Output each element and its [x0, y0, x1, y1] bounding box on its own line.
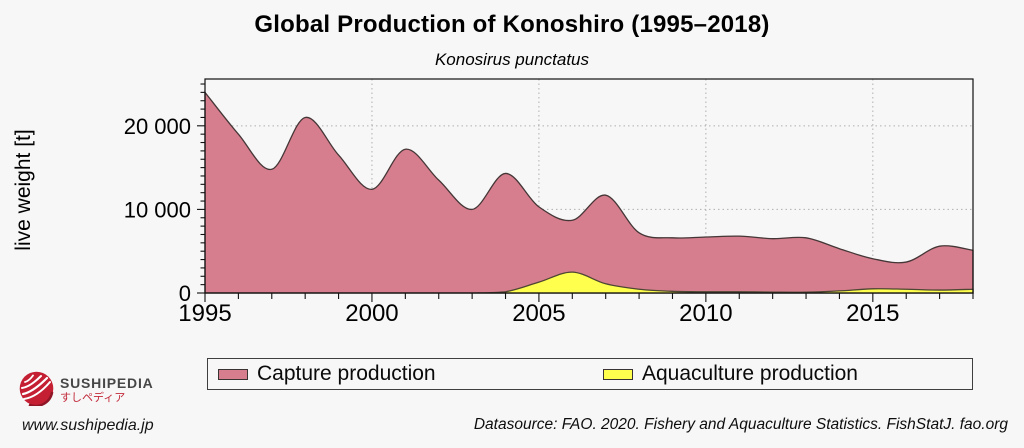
- website-link[interactable]: www.sushipedia.jp: [22, 417, 154, 434]
- x-tick-label: 2005: [512, 300, 565, 327]
- x-tick-label: 2015: [846, 300, 899, 327]
- capture-swatch: [218, 368, 248, 380]
- chart-title: Global Production of Konoshiro (1995–201…: [254, 11, 770, 38]
- y-tick-label: 0: [179, 281, 191, 306]
- chart-subtitle: Konosirus punctatus: [434, 50, 590, 69]
- x-tick-label: 2010: [679, 300, 732, 327]
- series-capture-production: [204, 90, 974, 294]
- y-axis-label: live weight [t]: [12, 129, 35, 250]
- legend-item-capture: Capture production: [218, 359, 436, 389]
- x-tick-label: 1995: [178, 300, 231, 327]
- plot-frame: [204, 78, 974, 294]
- axis-ticks: [197, 83, 974, 302]
- sushipedia-logo-icon: [19, 371, 54, 406]
- datasource-note: Datasource: FAO. 2020. Fishery and Aquac…: [473, 416, 1008, 433]
- y-tick-label: 10 000: [124, 197, 191, 222]
- legend-label-aquaculture: Aquaculture production: [642, 362, 858, 385]
- legend-label-capture: Capture production: [257, 362, 436, 385]
- brand-name-japanese: すしペディア: [60, 391, 126, 404]
- footer-brand: SUSHIPEDIA すしペディア: [60, 376, 154, 404]
- area-series: [204, 90, 974, 294]
- brand-name: SUSHIPEDIA: [60, 375, 154, 391]
- legend-item-aquaculture: Aquaculture production: [603, 359, 858, 389]
- aquaculture-swatch: [603, 368, 633, 380]
- axis-tick-labels: 1995 2000 2005 2010 2015 0 10 000 20 000: [124, 114, 900, 327]
- x-tick-label: 2000: [345, 300, 398, 327]
- production-area-chart: 1995 2000 2005 2010 2015 0 10 000 20 000 live w…: [12, 78, 974, 327]
- y-tick-label: 20 000: [124, 114, 191, 139]
- legend: Capture production Aquaculture productio…: [207, 358, 973, 390]
